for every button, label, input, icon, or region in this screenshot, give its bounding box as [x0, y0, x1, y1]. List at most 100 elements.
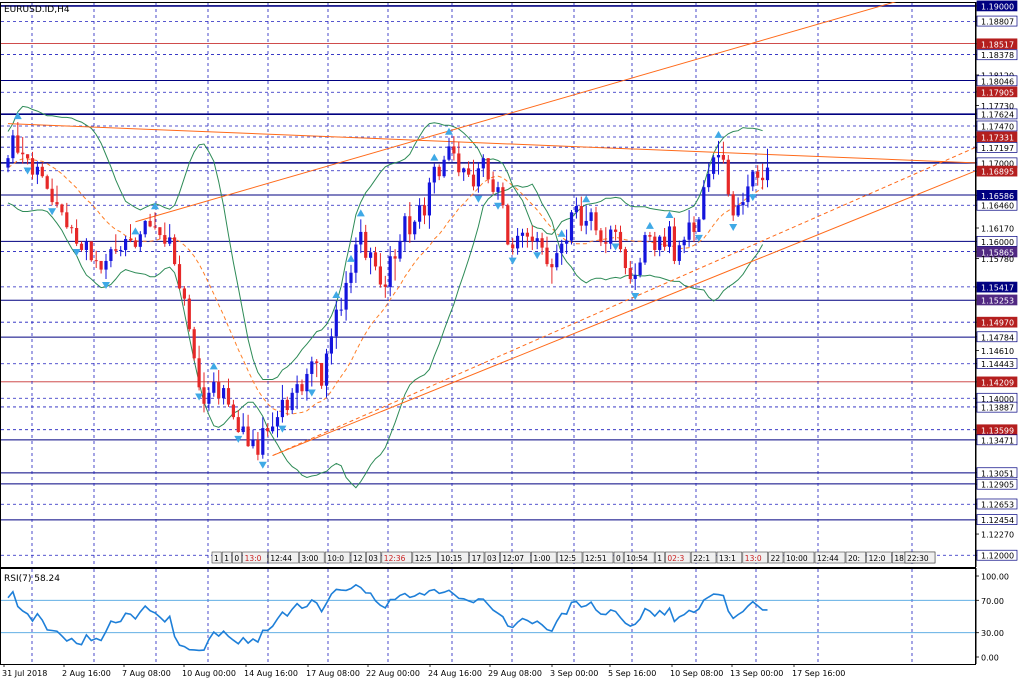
- time-label: 14 Aug 16:00: [244, 669, 298, 678]
- indicator-lines: [7, 105, 764, 489]
- price-label-box: [976, 549, 1018, 561]
- price-label-text: 1.18517: [981, 40, 1014, 49]
- bullish-candle: [535, 238, 539, 242]
- price-label: 1.18517: [976, 38, 1018, 49]
- fractal-down-icon: [234, 435, 243, 443]
- price-label-text: 1.18807: [981, 18, 1014, 27]
- price-label: 1.12653: [976, 498, 1018, 509]
- time-box-frame: [268, 551, 299, 564]
- bullish-candle: [324, 353, 329, 386]
- bullish-candle: [716, 155, 721, 158]
- price-label: 1.14610: [976, 347, 1014, 356]
- time-box-frame: [531, 551, 557, 564]
- time-box-frame: [904, 551, 936, 564]
- time-box: 10:00: [783, 551, 815, 564]
- fractal-up-icon: [131, 227, 140, 235]
- bearish-candle: [491, 179, 495, 192]
- price-label-text: 1.15780: [981, 255, 1014, 264]
- time-box: 12:44: [268, 551, 299, 564]
- bullish-candle: [124, 238, 128, 250]
- bullish-candle: [481, 158, 485, 169]
- bearish-candle: [89, 241, 93, 261]
- price-label: 1.14443: [976, 358, 1018, 369]
- price-label-box: [976, 15, 1018, 27]
- price-label: 1.12270: [976, 531, 1014, 540]
- time-box: 1: [221, 551, 232, 564]
- bullish-candle: [109, 249, 113, 261]
- bullish-candle: [707, 173, 711, 188]
- bearish-candle: [320, 362, 324, 386]
- bullish-candle: [638, 262, 642, 276]
- bullish-candle: [516, 235, 520, 249]
- bullish-candle: [555, 253, 559, 268]
- fractal-up-icon: [13, 112, 22, 120]
- bullish-candle: [432, 166, 436, 183]
- bollinger-lower-line: [7, 183, 764, 489]
- rsi-line: [7, 583, 768, 652]
- bullish-candle: [241, 426, 245, 433]
- bullish-candle: [427, 182, 431, 216]
- bullish-candle: [119, 249, 123, 251]
- price-label: 1.15417: [976, 281, 1018, 293]
- rsi-tick-label: 30.00: [981, 629, 1004, 638]
- bearish-candle: [457, 153, 461, 173]
- time-box-frame: [484, 551, 500, 564]
- time-box-frame: [613, 551, 624, 564]
- bearish-candle: [663, 236, 667, 247]
- rsi-series: [1, 583, 975, 652]
- price-label-text: 1.14443: [981, 360, 1014, 369]
- time-box-frame: [665, 551, 691, 564]
- fractal-down-icon: [278, 425, 287, 433]
- time-box-frame: [582, 551, 614, 564]
- time-box: 1: [654, 551, 665, 564]
- time-box-label: 10:54: [626, 554, 648, 563]
- bearish-candle: [153, 226, 157, 228]
- price-label: 1.15780: [976, 255, 1014, 264]
- bearish-candle: [731, 194, 735, 216]
- time-label: 17 Sep 16:00: [792, 669, 845, 678]
- bullish-candle: [667, 226, 672, 247]
- time-box: 12: [350, 551, 366, 564]
- bullish-candle: [687, 222, 691, 240]
- bearish-candle: [231, 404, 235, 418]
- time-box-frame: [690, 551, 717, 564]
- fractal-up-icon: [430, 153, 439, 161]
- bullish-candle: [736, 205, 740, 216]
- bullish-candle: [261, 428, 265, 455]
- bullish-candle: [520, 232, 525, 236]
- time-box-label: 12:36: [384, 554, 406, 563]
- time-box: 10:0: [324, 551, 351, 564]
- fractal-down-icon: [729, 223, 738, 231]
- time-box: 1:00: [531, 551, 557, 564]
- time-box-frame: [438, 551, 469, 564]
- price-label-text: 1.17730: [981, 102, 1014, 111]
- time-box: 0: [232, 551, 242, 564]
- bullish-candle: [251, 439, 255, 447]
- time-box-label: 12:07: [502, 554, 524, 563]
- bearish-candle: [511, 244, 515, 249]
- bullish-candle: [746, 186, 750, 203]
- price-label: 1.18807: [976, 15, 1018, 27]
- bullish-candle: [207, 392, 211, 404]
- fractal-down-icon: [508, 257, 517, 265]
- bullish-candle: [398, 241, 402, 259]
- price-label: 1.14209: [976, 376, 1018, 387]
- price-label-text: 1.13471: [981, 436, 1014, 445]
- bearish-candle: [285, 399, 289, 411]
- bearish-candle: [623, 249, 627, 269]
- bullish-candle: [305, 373, 309, 392]
- time-box-label: 02:3: [667, 554, 684, 563]
- bullish-candle: [574, 206, 578, 213]
- time-box: 22: [768, 551, 784, 564]
- price-label-text: 1.16170: [981, 225, 1014, 234]
- bullish-candle: [677, 245, 681, 261]
- bullish-candle: [138, 234, 142, 247]
- bearish-candle: [182, 288, 186, 299]
- bearish-candle: [246, 426, 250, 447]
- price-label-text: 1.17905: [981, 88, 1014, 97]
- time-box-label: 10:15: [441, 554, 463, 563]
- bullish-candle: [344, 282, 348, 310]
- time-box-frame: [783, 551, 815, 564]
- time-box-frame: [299, 551, 325, 564]
